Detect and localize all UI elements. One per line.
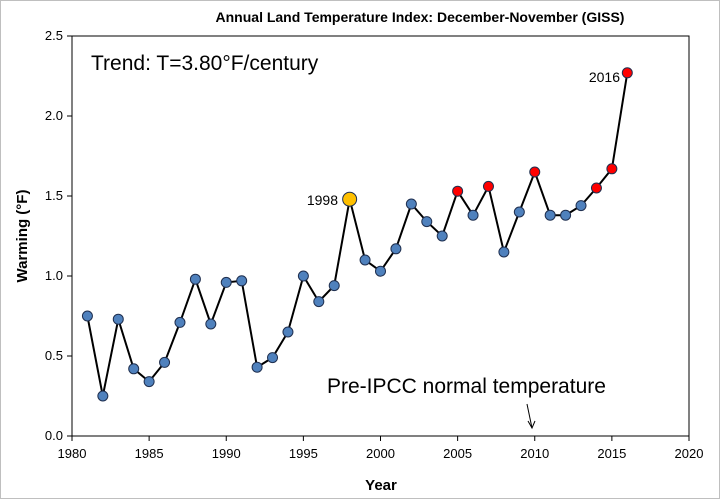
x-tick-label: 2005 xyxy=(443,446,472,461)
x-tick-label: 1995 xyxy=(289,446,318,461)
arrow-shaft xyxy=(526,403,533,429)
y-axis: 0.0 0.5 1.0 1.5 2.0 2.5 xyxy=(45,28,72,443)
data-point-1986 xyxy=(159,356,171,368)
data-point-1993 xyxy=(267,352,279,364)
data-point-2006 xyxy=(467,209,479,221)
y-tick-label: 0.0 xyxy=(45,428,63,443)
arrow-head xyxy=(527,420,536,430)
data-point-1997 xyxy=(328,280,340,292)
x-tick-label: 1990 xyxy=(212,446,241,461)
y-tick-label: 2.0 xyxy=(45,108,63,123)
data-point-2014 xyxy=(590,182,602,194)
data-point-2003 xyxy=(421,216,433,228)
label-2016: 2016 xyxy=(589,69,620,85)
x-tick-label: 2015 xyxy=(597,446,626,461)
data-point-2016 xyxy=(621,67,633,79)
data-point-1982 xyxy=(97,390,109,402)
data-points xyxy=(81,67,633,402)
data-point-2000 xyxy=(375,265,386,277)
data-point-2015 xyxy=(606,163,618,175)
data-point-2012 xyxy=(560,209,572,221)
data-point-1995 xyxy=(297,270,309,282)
x-tick-label: 2020 xyxy=(675,446,704,461)
data-point-1984 xyxy=(128,363,140,375)
data-point-1989 xyxy=(205,318,217,330)
y-tick-label: 2.5 xyxy=(45,28,63,43)
data-point-1981 xyxy=(81,310,93,322)
data-point-1992 xyxy=(251,361,263,373)
pre-ipcc-arrow xyxy=(526,403,536,430)
y-tick-label: 1.0 xyxy=(45,268,63,283)
y-tick-label: 1.5 xyxy=(45,188,63,203)
data-point-1998 xyxy=(342,191,358,207)
data-point-1987 xyxy=(174,316,186,328)
data-point-2007 xyxy=(482,180,494,192)
y-axis-title: Warming (°F) xyxy=(14,190,31,283)
data-point-1985 xyxy=(143,376,155,388)
data-point-1991 xyxy=(236,275,248,287)
data-point-2004 xyxy=(436,230,448,242)
data-point-1983 xyxy=(112,313,124,325)
x-axis-title: Year xyxy=(365,477,397,494)
data-point-1996 xyxy=(313,296,325,308)
x-tick-label: 1985 xyxy=(135,446,164,461)
data-point-1994 xyxy=(282,326,294,338)
data-point-2013 xyxy=(575,200,587,212)
series-line xyxy=(86,72,629,397)
x-tick-label: 2010 xyxy=(520,446,549,461)
chart-title: Annual Land Temperature Index: December-… xyxy=(216,9,625,25)
data-point-2002 xyxy=(405,198,417,210)
data-point-2001 xyxy=(390,243,402,255)
trend-annotation: Trend: T=3.80°F/century xyxy=(91,52,319,75)
data-point-2010 xyxy=(529,166,541,178)
data-point-2008 xyxy=(498,246,510,258)
data-point-2009 xyxy=(513,206,525,218)
x-tick-label: 2000 xyxy=(366,446,395,461)
y-tick-label: 0.5 xyxy=(45,348,63,363)
x-tick-label: 1980 xyxy=(58,446,87,461)
x-axis: 1980 1985 1990 1995 2000 2005 2010 2015 2020 xyxy=(58,436,704,461)
data-point-1990 xyxy=(220,276,232,288)
data-point-2005 xyxy=(452,185,464,197)
data-point-1988 xyxy=(189,273,201,285)
pre-ipcc-annotation: Pre-IPCC normal temperature xyxy=(327,375,606,398)
label-1998: 1998 xyxy=(307,192,338,208)
data-point-2011 xyxy=(544,209,556,221)
data-point-1999 xyxy=(359,254,371,266)
